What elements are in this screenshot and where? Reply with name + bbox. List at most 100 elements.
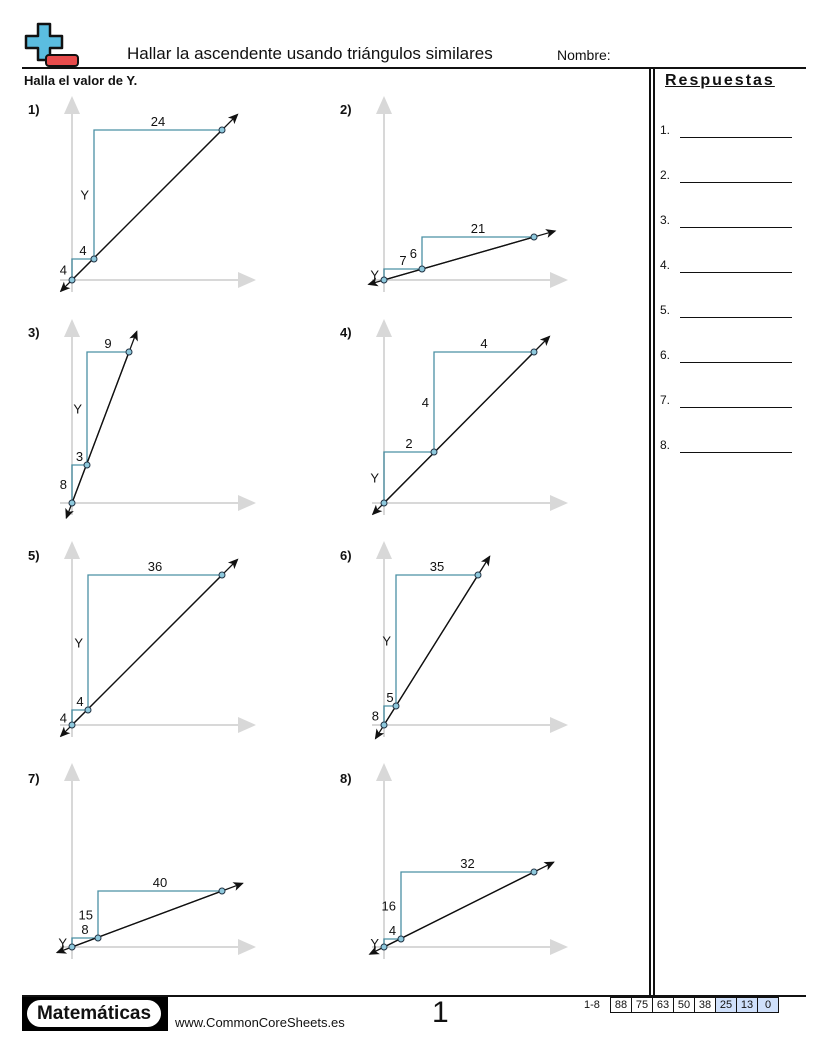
answer-blank[interactable] (680, 227, 792, 228)
big-run-label: 9 (104, 336, 111, 351)
answer-number: 1. (660, 123, 671, 137)
line-point (392, 702, 400, 710)
line-point (94, 934, 102, 942)
answer-blank[interactable] (680, 182, 792, 183)
score-cell: 75 (632, 998, 653, 1012)
slope-line (371, 351, 535, 516)
small-rise-label: 4 (60, 263, 67, 278)
answers-title: Respuestas (665, 72, 775, 89)
problem-number: 4) (340, 325, 352, 340)
small-rise-label: Y (370, 471, 379, 486)
line-point (418, 265, 426, 273)
line-point (380, 943, 388, 951)
small-rise-label: 4 (60, 711, 67, 726)
big-rise-label: Y (382, 634, 391, 649)
big-run-label: 4 (480, 336, 487, 351)
line-point (530, 348, 538, 356)
logo-icon (24, 22, 79, 67)
large-triangle-legs (87, 574, 222, 710)
worksheet-title: Hallar la ascendente usando triángulos s… (127, 44, 493, 63)
line-point (474, 571, 482, 579)
small-triangle-legs (71, 464, 87, 503)
large-triangle-legs (93, 129, 222, 259)
line-point (397, 935, 405, 943)
answer-number: 2. (660, 168, 671, 182)
problem-number: 8) (340, 771, 352, 786)
line-point (218, 887, 226, 895)
small-rise-label: Y (58, 936, 67, 951)
large-triangle-legs (433, 351, 534, 452)
small-run-label: 4 (79, 243, 86, 258)
answer-blank[interactable] (680, 452, 792, 453)
small-rise-label: 8 (60, 477, 67, 492)
footer-divider (22, 995, 806, 997)
large-triangle-legs (395, 574, 478, 706)
problem-number: 3) (28, 325, 40, 340)
score-cell: 63 (653, 998, 674, 1012)
large-triangle-legs (86, 351, 129, 465)
slope-line (374, 574, 479, 740)
slope-line (55, 890, 223, 954)
line-point (84, 706, 92, 714)
score-cell: 38 (695, 998, 716, 1012)
line-point (125, 348, 133, 356)
problem-number: 2) (340, 102, 352, 117)
line-point (68, 943, 76, 951)
answer-number: 8. (660, 438, 671, 452)
score-cell: 0 (758, 998, 778, 1012)
small-run-label: 4 (389, 923, 396, 938)
big-run-label: 21 (471, 221, 485, 236)
big-run-label: 40 (153, 875, 167, 890)
line-point (530, 868, 538, 876)
line-point (430, 448, 438, 456)
line-point (218, 126, 226, 134)
small-run-label: 8 (81, 922, 88, 937)
answer-blank[interactable] (680, 137, 792, 138)
problem-number: 5) (28, 548, 40, 563)
line-point (380, 499, 388, 507)
line-point (380, 276, 388, 284)
big-rise-label: 6 (410, 246, 417, 261)
answer-blank[interactable] (680, 362, 792, 363)
instructions: Halla el valor de Y. (24, 73, 138, 88)
small-rise-label: Y (370, 268, 379, 283)
small-run-label: 2 (405, 436, 412, 451)
answer-blank[interactable] (680, 272, 792, 273)
line-point (90, 255, 98, 263)
answer-panel-divider (649, 68, 651, 996)
score-cell: 50 (674, 998, 695, 1012)
small-triangle-legs (383, 705, 396, 725)
big-rise-label: 15 (79, 908, 93, 923)
line-point (68, 499, 76, 507)
line-point (83, 461, 91, 469)
big-run-label: 36 (148, 559, 162, 574)
line-point (68, 276, 76, 284)
brand-label: Matemáticas (27, 1000, 161, 1027)
problem-number: 6) (340, 548, 352, 563)
score-cell: 13 (737, 998, 758, 1012)
small-triangle-legs (383, 268, 422, 280)
slope-line (368, 871, 535, 955)
answer-blank[interactable] (680, 407, 792, 408)
problem-number: 1) (28, 102, 40, 117)
line-point (68, 721, 76, 729)
small-run-label: 3 (76, 449, 83, 464)
big-rise-label: Y (74, 636, 83, 651)
problem-number: 7) (28, 771, 40, 786)
answer-blank[interactable] (680, 317, 792, 318)
answer-number: 4. (660, 258, 671, 272)
small-triangle-legs (383, 451, 434, 503)
line-point (380, 721, 388, 729)
slope-line (59, 129, 223, 293)
page-number: 1 (432, 996, 449, 1029)
big-run-label: 35 (430, 559, 444, 574)
site-url: www.CommonCoreSheets.es (175, 1015, 345, 1030)
small-rise-label: Y (370, 936, 379, 951)
big-rise-label: Y (73, 402, 82, 417)
score-range: 1-8 (584, 999, 600, 1011)
small-run-label: 7 (399, 253, 406, 268)
slope-line (65, 351, 130, 520)
big-run-label: 24 (151, 114, 165, 129)
slope-line (59, 574, 223, 738)
